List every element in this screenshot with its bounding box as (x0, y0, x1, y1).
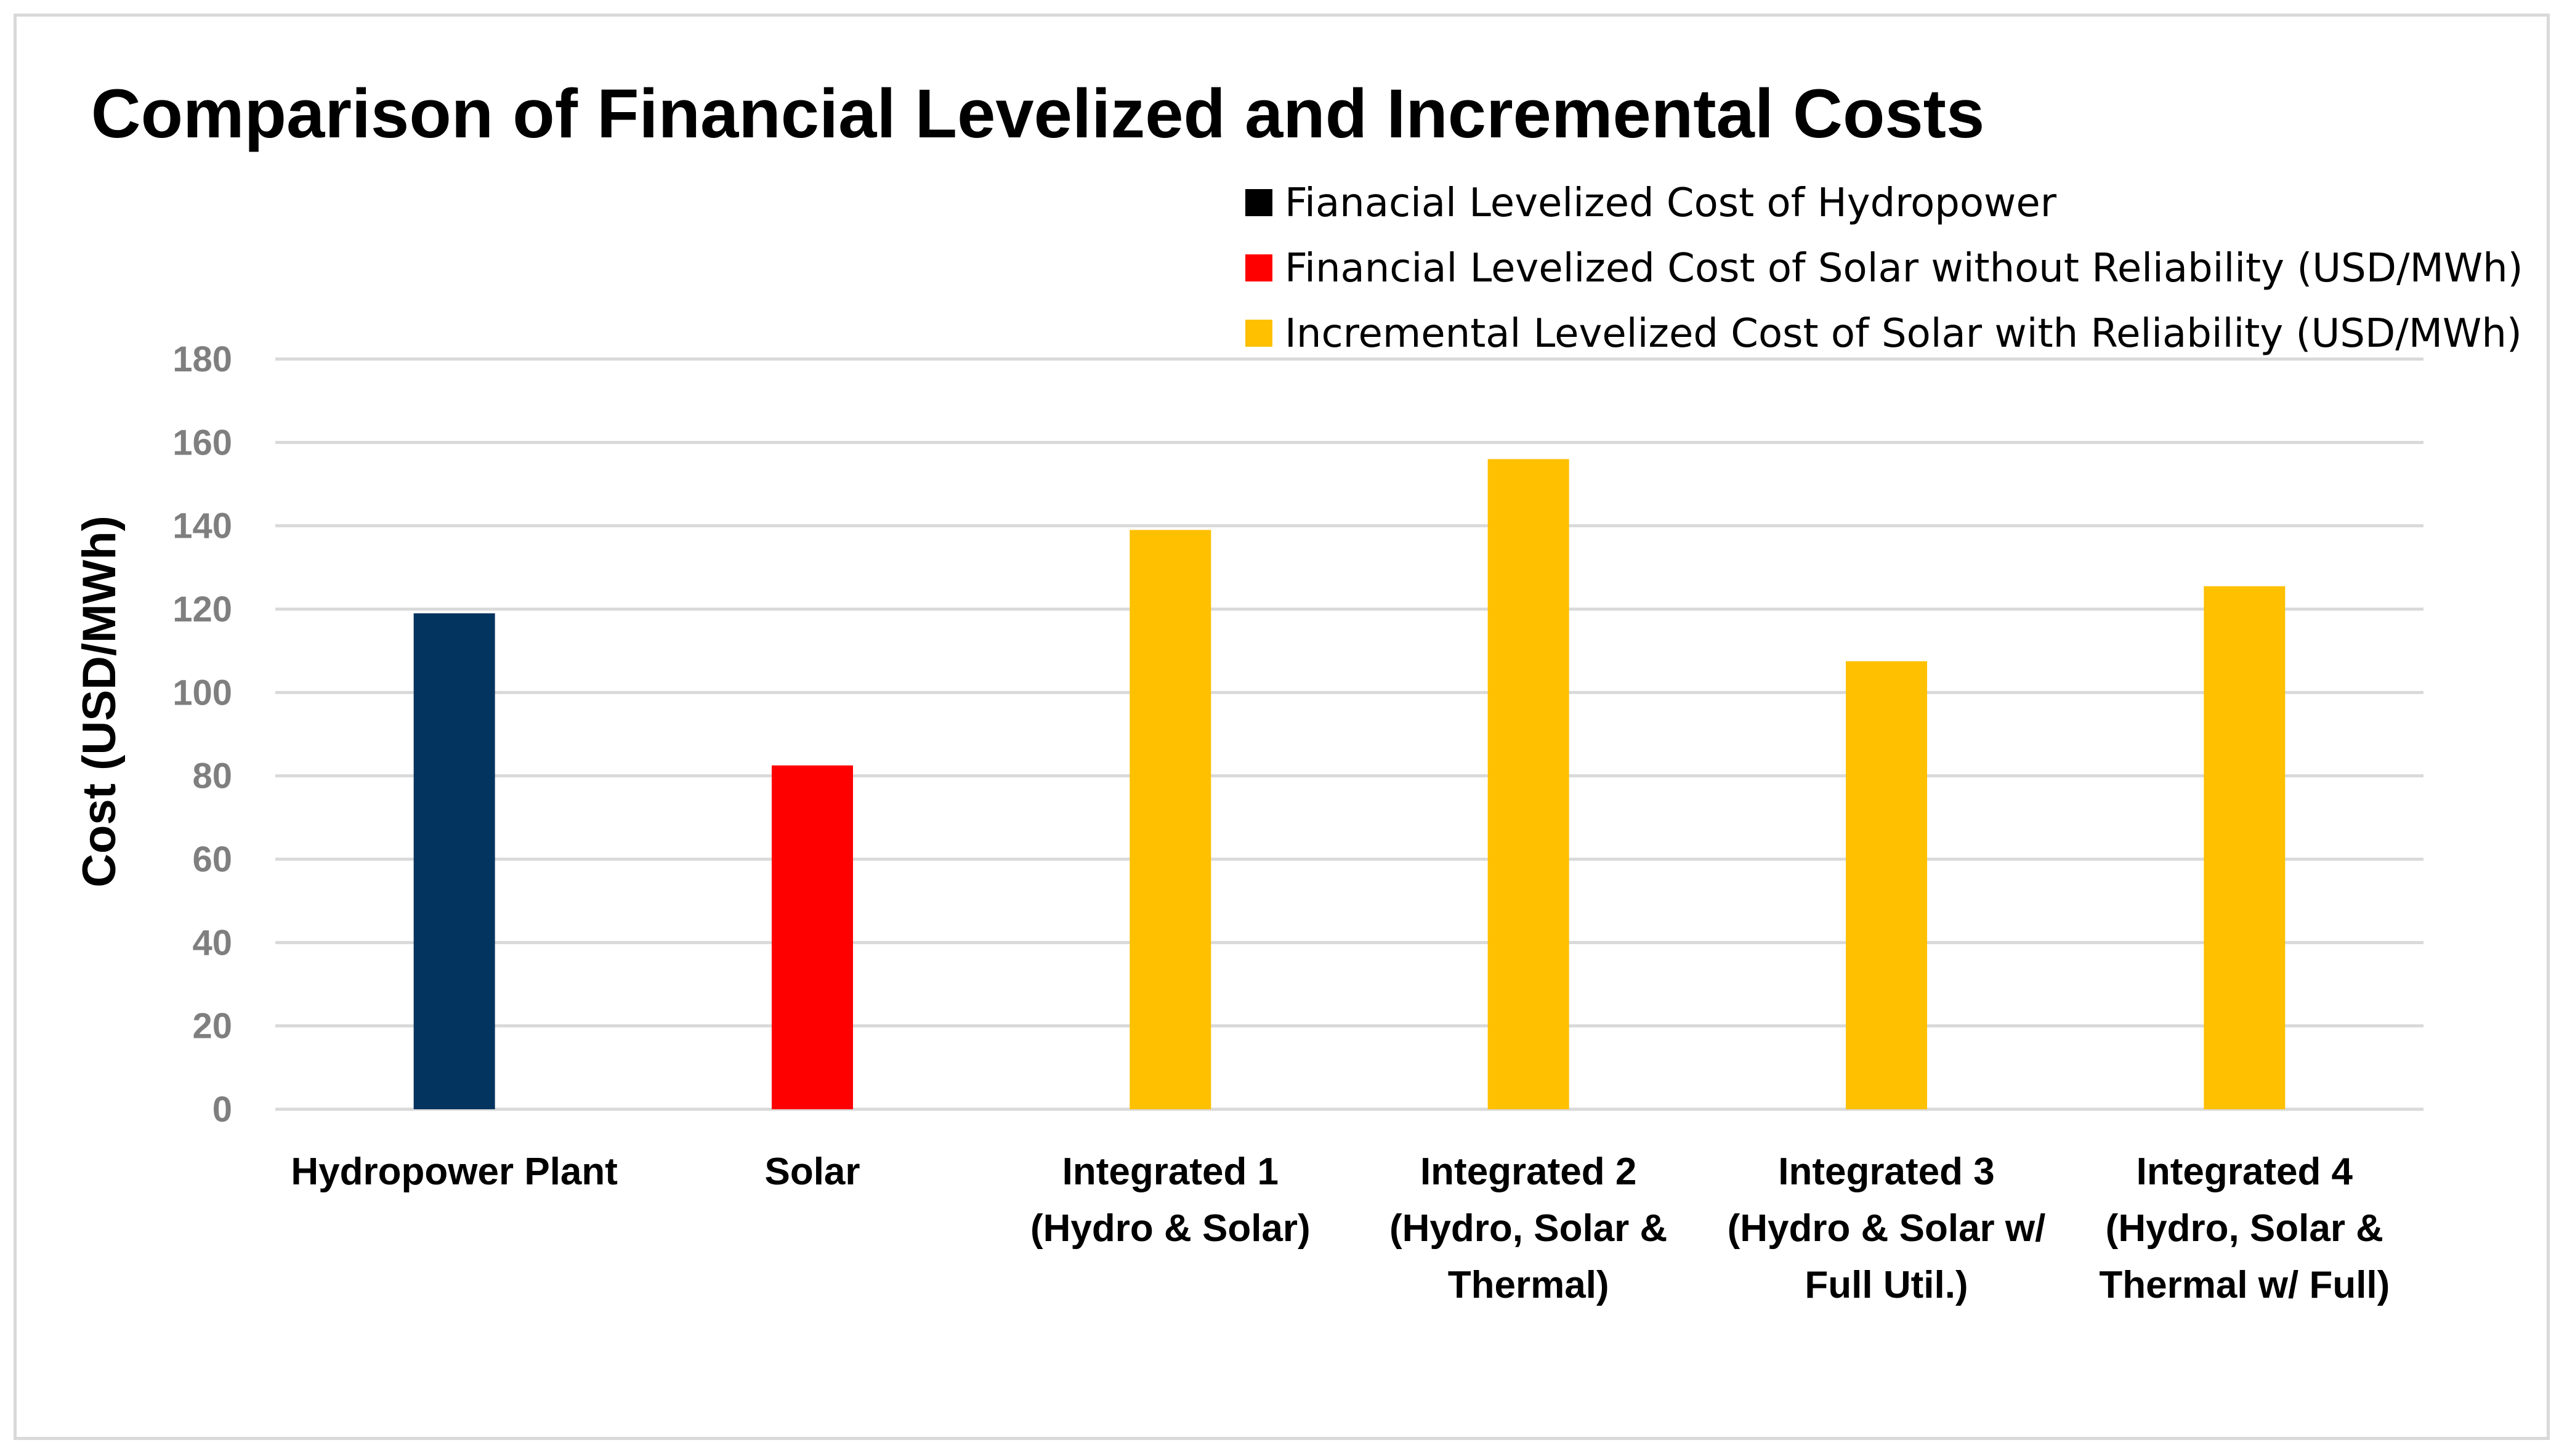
chart-svg: Comparison of Financial Levelized and In… (73, 75, 2523, 1306)
y-tick-label: 180 (172, 339, 232, 379)
x-tick-label-line: Integrated 1 (1062, 1151, 1279, 1193)
chart-frame: Comparison of Financial Levelized and In… (14, 14, 2550, 1440)
x-tick-label: Integrated 3 (Hydro & Solar w/Full Util.) (1728, 1151, 2046, 1306)
x-tick-label-line: Hydropower Plant (291, 1151, 618, 1193)
x-tick-label-line: Integrated 3 (1778, 1151, 1994, 1193)
bar-3-4 (1487, 459, 1569, 1109)
x-tick-label-line: (Hydro & Solar) (1030, 1207, 1311, 1250)
y-tick-label: 0 (212, 1090, 232, 1130)
y-tick-label: 160 (172, 423, 232, 463)
legend: Fianacial Levelized Cost of Hydropower Fi… (1245, 180, 2523, 357)
y-tick-label: 80 (192, 756, 232, 796)
x-tick-label-line: Thermal w/ Full) (2099, 1264, 2390, 1306)
x-tick-label-line: (Hydro, Solar & (1389, 1207, 1667, 1250)
chart-title: Comparison of Financial Levelized and In… (91, 75, 1984, 152)
legend-label-2: Financial Levelized Cost of Solar withou… (1285, 246, 2523, 291)
x-tick-label-line: Full Util.) (1805, 1264, 1968, 1306)
x-tick-label: Integrated 1 (Hydro & Solar) (1030, 1151, 1311, 1250)
x-tick-label: Solar (764, 1151, 860, 1193)
x-tick-label-line: Integrated 2 (1420, 1151, 1636, 1193)
legend-swatch-3 (1245, 320, 1272, 347)
x-tick-label-line: Solar (764, 1151, 860, 1193)
bar-3-5 (1846, 661, 1927, 1109)
x-tick-label-line: (Hydro & Solar w/ (1728, 1207, 2046, 1250)
x-tick-label-line: Integrated 4 (2136, 1151, 2353, 1193)
x-axis-ticks: Hydropower Plant Solar Integrated 1 (Hydro … (291, 1151, 2390, 1306)
y-tick-label: 140 (172, 506, 232, 546)
bar-3-6 (2204, 586, 2286, 1109)
y-tick-label: 20 (192, 1006, 232, 1046)
x-tick-label: Hydropower Plant (291, 1151, 618, 1193)
legend-swatch-1 (1245, 189, 1272, 216)
y-tick-label: 100 (172, 673, 232, 713)
legend-swatch-2 (1245, 254, 1272, 281)
x-tick-label-line: (Hydro, Solar & (2106, 1207, 2383, 1250)
legend-label-1: Fianacial Levelized Cost of Hydropower (1285, 180, 2057, 226)
bar-3-3 (1130, 530, 1211, 1109)
gridlines (275, 357, 2423, 1111)
bars (413, 459, 2286, 1109)
y-tick-label: 60 (192, 839, 232, 880)
x-tick-label: Integrated 4 (Hydro, Solar & Thermal w/ Fu… (2099, 1151, 2390, 1306)
y-axis-ticks: 0 20 40 60 80 100 120 140 160 180 (172, 339, 232, 1130)
legend-label-3: Incremental Levelized Cost of Solar with… (1285, 311, 2522, 357)
y-tick-label: 120 (172, 589, 232, 629)
y-axis-label: Cost (USD/MWh) (73, 516, 126, 888)
y-tick-label: 40 (192, 923, 232, 963)
x-tick-label-line: Thermal) (1448, 1264, 1609, 1306)
bar-1-1 (413, 613, 495, 1109)
bar-2-2 (772, 765, 853, 1109)
x-tick-label: Integrated 2 (Hydro, Solar & Thermal) (1389, 1151, 1667, 1306)
